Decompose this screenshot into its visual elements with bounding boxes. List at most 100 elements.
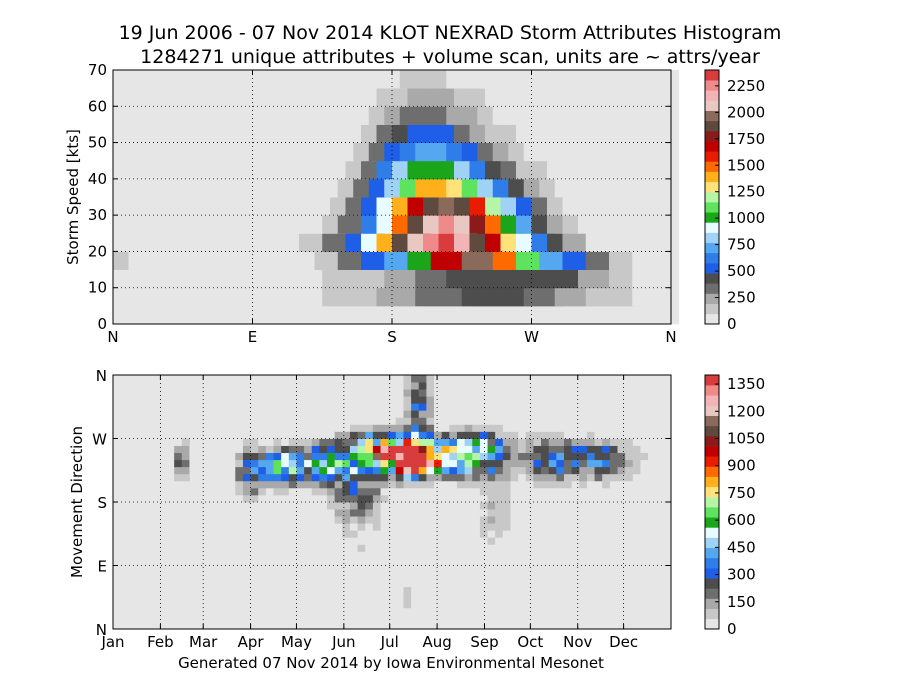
y-tick-label: E (98, 558, 107, 576)
heatmap-cell (464, 459, 473, 468)
heatmap-cell (227, 459, 236, 468)
heatmap-cell (403, 586, 412, 595)
heatmap-cell (227, 487, 236, 496)
x-tick-label: E (248, 328, 257, 346)
heatmap-cell (411, 473, 420, 482)
heatmap-cell (556, 473, 565, 482)
colorbar-swatch (705, 252, 719, 264)
heatmap-cell (625, 445, 634, 454)
heatmap-cell (227, 494, 236, 503)
heatmap-cell (357, 445, 366, 454)
heatmap-cell (334, 593, 343, 602)
heatmap-cell (464, 473, 473, 482)
heatmap-cell (395, 410, 404, 418)
y-tick-label: 20 (88, 242, 107, 260)
heatmap-cell (166, 445, 175, 454)
heatmap-cell (449, 424, 458, 432)
heatmap-cell (579, 487, 588, 496)
heatmap-cell (563, 431, 573, 439)
heatmap-cell (342, 452, 351, 461)
colorbar-swatch (705, 486, 719, 498)
heatmap-cell (487, 410, 496, 418)
heatmap-cell (418, 431, 427, 439)
heatmap-cell (418, 375, 427, 383)
heatmap-cell (334, 586, 343, 595)
heatmap-cell (342, 417, 351, 425)
heatmap-cell (265, 452, 274, 461)
heatmap-cell (434, 403, 443, 411)
heatmap-cell (395, 579, 404, 588)
y-tick-label: 30 (88, 206, 107, 224)
heatmap-cell (319, 487, 328, 496)
heatmap-cell (342, 480, 351, 489)
heatmap-cell (464, 410, 473, 418)
heatmap-cell (281, 438, 290, 446)
heatmap-cell (510, 516, 519, 524)
heatmap-cell (304, 487, 313, 496)
heatmap-cell (403, 466, 412, 475)
heatmap-cell (273, 473, 282, 482)
heatmap-cell (334, 424, 343, 432)
heatmap-cell (548, 438, 557, 446)
heatmap-cell (403, 459, 412, 468)
heatmap-cell (487, 424, 496, 432)
heatmap-cell (349, 586, 358, 595)
colorbar-swatch (705, 517, 719, 528)
heatmap-cell (464, 417, 473, 425)
heatmap-cell (319, 502, 328, 510)
colorbar-swatch (705, 476, 719, 488)
heatmap-cell (395, 438, 404, 446)
heatmap-cell (411, 487, 420, 496)
heatmap-cell (319, 480, 328, 489)
heatmap-cell (525, 466, 534, 475)
heatmap-cell (487, 452, 496, 461)
heatmap-cell (380, 431, 389, 439)
heatmap-cell (602, 480, 611, 489)
colorbar-swatch (705, 435, 719, 447)
heatmap-cell (365, 452, 374, 461)
heatmap-cell (265, 494, 274, 503)
heatmap-cell (510, 445, 519, 454)
heatmap-cell (556, 452, 565, 461)
heatmap-cell (342, 593, 351, 602)
heatmap-cell (388, 502, 397, 510)
heatmap-cell (441, 473, 450, 482)
heatmap-cell (380, 487, 389, 496)
heatmap-cell (357, 530, 366, 538)
heatmap-cell (441, 424, 450, 432)
heatmap-cell (487, 523, 496, 531)
heatmap-cell (594, 431, 603, 439)
heatmap-cell (602, 487, 611, 496)
colorbar-swatch (705, 232, 719, 244)
heatmap-cell (456, 452, 466, 461)
heatmap-cell (502, 544, 511, 552)
colorbar-swatch (705, 130, 719, 142)
heatmap-cell (365, 431, 374, 439)
heatmap-cell (456, 438, 466, 446)
heatmap-cell (472, 537, 481, 545)
heatmap-cell (556, 445, 565, 454)
heatmap-cell (495, 473, 504, 482)
heatmap-cell (273, 445, 282, 454)
heatmap-cell (418, 396, 427, 404)
heatmap-cell (342, 537, 351, 545)
heatmap-cell (586, 487, 595, 496)
heatmap-cell (518, 452, 527, 461)
heatmap-cell (625, 480, 634, 489)
heatmap-cell (479, 438, 488, 446)
heatmap-cell (403, 558, 412, 566)
heatmap-cell (525, 424, 534, 432)
heatmap-cell (464, 431, 473, 439)
heatmap-cell (388, 445, 397, 454)
heatmap-cell (411, 410, 420, 418)
heatmap-cell (181, 473, 190, 482)
heatmap-cell (502, 466, 511, 475)
top-grid-lines (113, 70, 671, 324)
heatmap-cell (525, 459, 534, 468)
heatmap-cell (441, 431, 450, 439)
heatmap-cell (250, 438, 259, 446)
heatmap-cell (342, 572, 351, 581)
heatmap-cell (487, 494, 496, 503)
heatmap-cell (311, 487, 320, 496)
heatmap-cell (395, 466, 404, 475)
